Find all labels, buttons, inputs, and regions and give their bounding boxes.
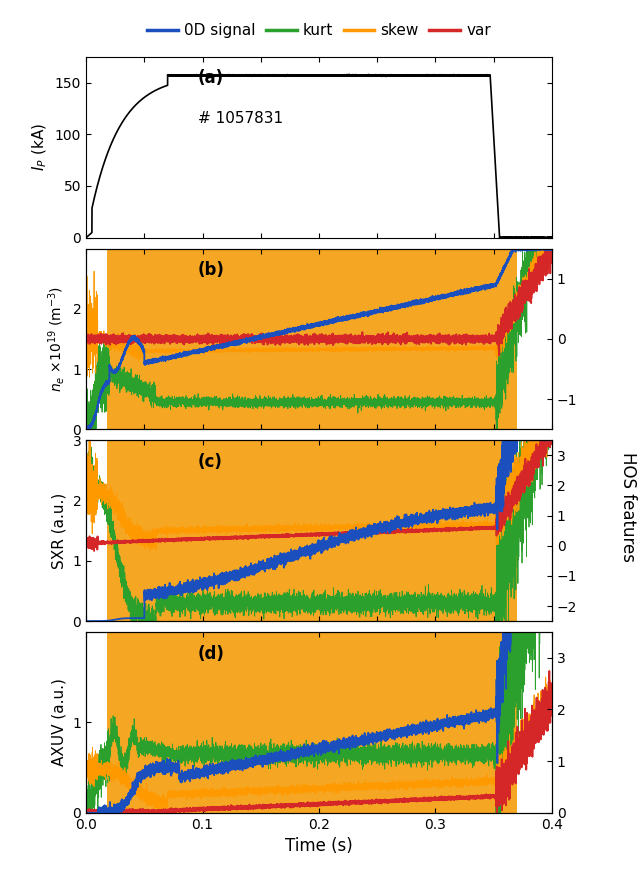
- Bar: [107, 248, 517, 429]
- Y-axis label: $I_P$ (kA): $I_P$ (kA): [31, 123, 49, 171]
- Bar: [107, 440, 517, 621]
- Text: HOS features: HOS features: [619, 452, 637, 562]
- Text: (c): (c): [198, 453, 223, 471]
- Y-axis label: $n_e$ $\times$10$^{19}$ (m$^{-3}$): $n_e$ $\times$10$^{19}$ (m$^{-3}$): [46, 286, 67, 392]
- Text: (a): (a): [198, 69, 224, 87]
- Y-axis label: SXR (a.u.): SXR (a.u.): [52, 493, 67, 569]
- Text: (b): (b): [198, 261, 225, 279]
- X-axis label: Time (s): Time (s): [285, 837, 353, 856]
- Legend: 0D signal, kurt, skew, var: 0D signal, kurt, skew, var: [141, 17, 497, 45]
- Bar: [107, 632, 517, 813]
- Text: # 1057831: # 1057831: [198, 111, 283, 126]
- Y-axis label: AXUV (a.u.): AXUV (a.u.): [52, 678, 67, 766]
- Text: (d): (d): [198, 645, 225, 662]
